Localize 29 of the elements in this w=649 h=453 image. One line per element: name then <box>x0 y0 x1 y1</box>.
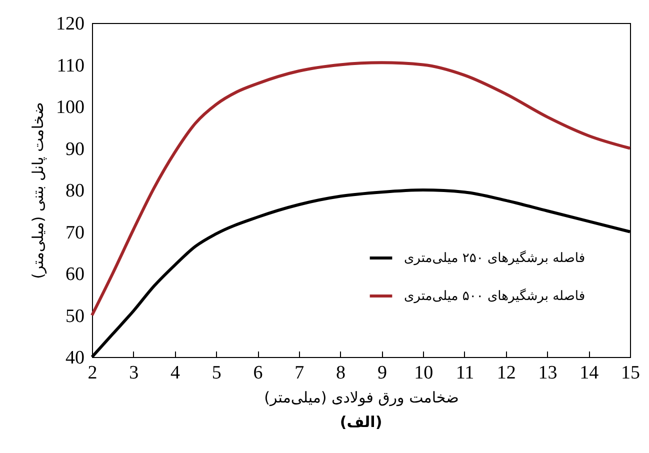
x-tick-label: 6 <box>253 362 263 384</box>
x-tick-label: 3 <box>129 362 139 384</box>
x-tick-label: 13 <box>538 362 558 384</box>
x-tick-label: 9 <box>377 362 387 384</box>
line-series <box>90 61 632 317</box>
x-tick-label: 5 <box>212 362 222 384</box>
y-tick-label: 110 <box>56 55 84 76</box>
y-tick-label: 40 <box>66 348 84 368</box>
y-tick-label: 50 <box>66 306 84 327</box>
x-tick-label: 15 <box>621 362 640 384</box>
x-tick-label: 7 <box>294 362 304 384</box>
x-axis-title: ضخامت ورق فولادی (میلی‌متر) <box>264 388 459 406</box>
text: (الف) <box>340 413 382 431</box>
y-tick-label: 100 <box>56 97 84 118</box>
x-tick-label: 12 <box>496 362 516 384</box>
x-tick-label: 8 <box>336 362 346 384</box>
x-tick-label: 11 <box>456 362 474 384</box>
x-tick-label: 2 <box>88 362 98 384</box>
x-tick-label: 10 <box>414 362 434 384</box>
y-tick-label: 70 <box>66 222 84 244</box>
x-tick-label: 14 <box>580 362 600 384</box>
x-tick-label: 4 <box>170 362 181 384</box>
y-tick-label: 60 <box>66 264 84 285</box>
legend-label: فاصله برشگیرهای ۲۵۰ میلی‌متری <box>404 250 586 266</box>
y-tick-label: 120 <box>56 14 84 34</box>
y-tick-label: 80 <box>66 180 84 202</box>
y-axis-title: ضخامت پانل بتنی (میلی‌متر) <box>29 102 47 279</box>
y-tick-label: 90 <box>66 138 84 160</box>
legend-label: فاصله برشگیرهای ۵۰۰ میلی‌متری <box>404 288 586 304</box>
